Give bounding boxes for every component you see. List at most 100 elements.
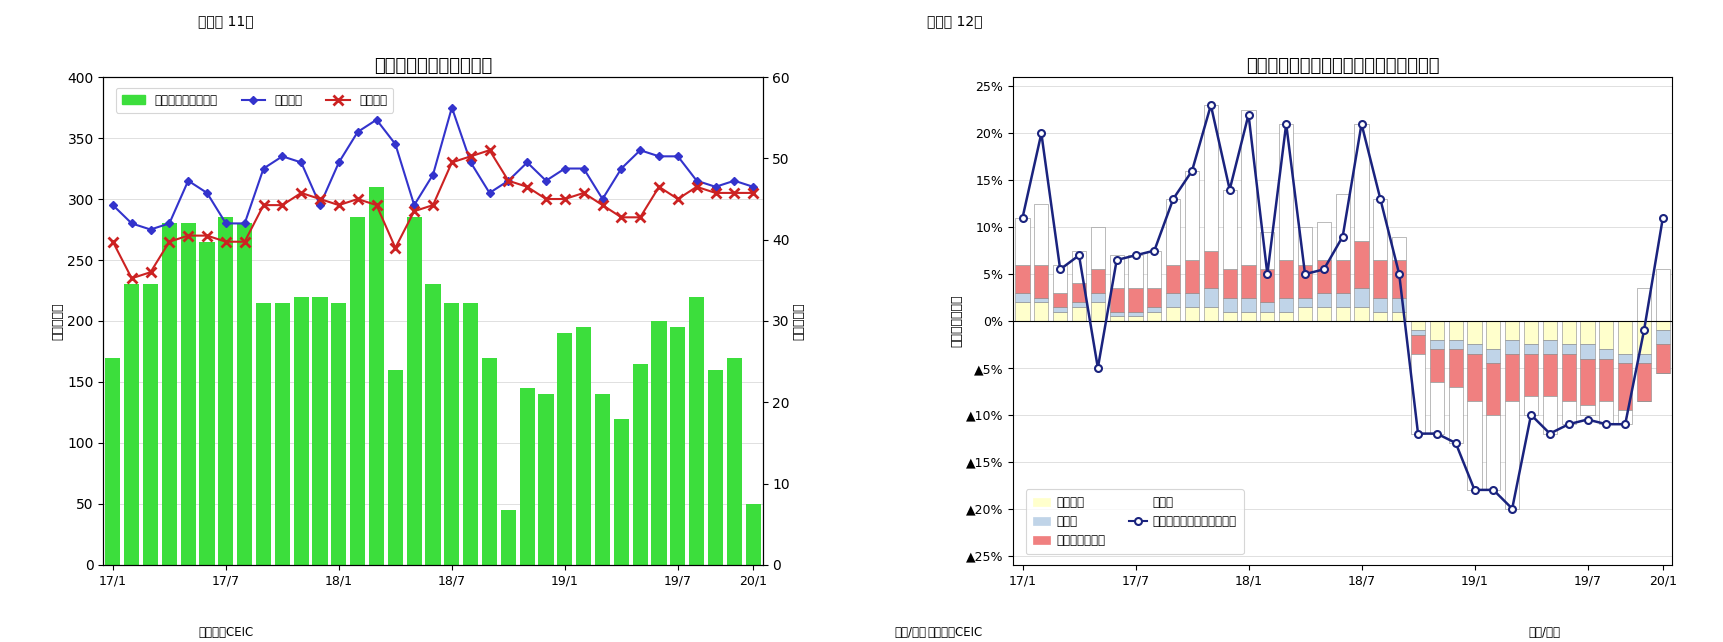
Bar bbox=[482, 358, 496, 565]
Bar bbox=[1580, 406, 1594, 415]
Bar bbox=[1373, 199, 1387, 260]
Bar bbox=[1561, 345, 1575, 354]
Bar bbox=[1485, 321, 1499, 349]
Bar bbox=[1297, 265, 1311, 297]
Bar bbox=[1504, 401, 1518, 508]
Bar bbox=[1542, 321, 1556, 340]
Bar bbox=[1654, 345, 1670, 372]
Bar bbox=[1447, 321, 1461, 340]
Bar bbox=[1165, 199, 1180, 265]
Bar bbox=[463, 303, 477, 565]
Bar bbox=[1409, 321, 1425, 331]
Bar bbox=[1297, 227, 1311, 265]
Bar bbox=[1428, 382, 1444, 433]
Bar bbox=[1184, 307, 1199, 321]
Y-axis label: （前年同期比）: （前年同期比） bbox=[949, 295, 963, 347]
Bar bbox=[1184, 293, 1199, 307]
Bar bbox=[1618, 354, 1632, 363]
Bar bbox=[312, 297, 327, 565]
Bar bbox=[746, 504, 760, 565]
Bar bbox=[1297, 297, 1311, 307]
Bar bbox=[1278, 297, 1292, 311]
Bar bbox=[1599, 349, 1613, 358]
Bar bbox=[1654, 331, 1670, 345]
Bar bbox=[1335, 260, 1349, 293]
Bar bbox=[162, 223, 177, 565]
Bar bbox=[1373, 260, 1387, 297]
Bar bbox=[613, 419, 629, 565]
Bar bbox=[1015, 265, 1029, 293]
Bar bbox=[1447, 386, 1461, 443]
Bar bbox=[1618, 321, 1632, 354]
Bar bbox=[1260, 302, 1273, 311]
Bar bbox=[1561, 354, 1575, 401]
Bar bbox=[1447, 349, 1461, 386]
Text: （資料）CEIC: （資料）CEIC bbox=[198, 625, 253, 639]
Bar bbox=[181, 223, 196, 565]
Bar bbox=[1203, 105, 1216, 250]
Bar bbox=[1129, 317, 1142, 321]
Bar bbox=[1392, 311, 1406, 321]
Bar bbox=[1129, 311, 1142, 317]
Bar bbox=[1466, 401, 1480, 490]
Bar bbox=[1599, 321, 1613, 349]
Bar bbox=[1072, 250, 1085, 284]
Bar bbox=[1222, 270, 1235, 297]
Bar bbox=[1580, 345, 1594, 358]
Bar bbox=[1466, 345, 1480, 354]
Bar bbox=[1034, 204, 1048, 265]
Bar bbox=[426, 284, 441, 565]
Bar bbox=[1409, 354, 1425, 433]
Bar bbox=[1599, 358, 1613, 401]
Bar bbox=[557, 333, 572, 565]
Bar bbox=[1034, 302, 1048, 321]
Bar bbox=[594, 394, 610, 565]
Text: （図表 11）: （図表 11） bbox=[198, 15, 253, 29]
Legend: 電子製品, 医薬品, その他化学製品, その他, 非石油輸出（再輸出除く）: 電子製品, 医薬品, その他化学製品, その他, 非石油輸出（再輸出除く） bbox=[1025, 489, 1242, 554]
Bar bbox=[369, 187, 384, 565]
Bar bbox=[1146, 311, 1161, 321]
Bar bbox=[1618, 363, 1632, 410]
Text: （年/月）: （年/月） bbox=[1527, 625, 1559, 639]
Bar bbox=[1297, 307, 1311, 321]
Bar bbox=[1034, 297, 1048, 302]
Bar bbox=[238, 223, 252, 565]
Bar bbox=[1091, 302, 1104, 321]
Bar bbox=[1260, 270, 1273, 302]
Bar bbox=[501, 510, 515, 565]
Bar bbox=[1241, 297, 1254, 311]
Bar bbox=[1203, 250, 1216, 288]
Bar bbox=[1222, 311, 1235, 321]
Bar bbox=[1278, 260, 1292, 297]
Bar bbox=[143, 284, 159, 565]
Bar bbox=[1523, 345, 1537, 354]
Bar bbox=[1654, 321, 1670, 331]
Bar bbox=[1053, 265, 1067, 293]
Legend: 貿易収支（右目盛）, 総輸出額, 総輸入額: 貿易収支（右目盛）, 総輸出額, 総輸入額 bbox=[115, 88, 393, 112]
Bar bbox=[1523, 354, 1537, 396]
Bar bbox=[1485, 363, 1499, 415]
Bar bbox=[1129, 288, 1142, 311]
Y-axis label: （億ドル）: （億ドル） bbox=[793, 302, 805, 340]
Bar bbox=[1392, 236, 1406, 260]
Bar bbox=[651, 321, 667, 565]
Bar bbox=[1354, 124, 1368, 241]
Bar bbox=[538, 394, 553, 565]
Bar bbox=[1335, 195, 1349, 260]
Bar bbox=[1222, 189, 1235, 270]
Bar bbox=[1428, 349, 1444, 382]
Bar bbox=[1072, 307, 1085, 321]
Bar bbox=[1561, 321, 1575, 345]
Bar bbox=[293, 297, 308, 565]
Bar bbox=[1580, 321, 1594, 345]
Bar bbox=[1165, 307, 1180, 321]
Bar bbox=[219, 217, 233, 565]
Bar bbox=[1072, 284, 1085, 302]
Bar bbox=[1447, 340, 1461, 349]
Bar bbox=[1316, 223, 1330, 260]
Bar bbox=[200, 241, 214, 565]
Bar bbox=[1637, 354, 1651, 363]
Bar bbox=[1428, 340, 1444, 349]
Bar bbox=[1241, 265, 1254, 297]
Bar bbox=[1015, 293, 1029, 302]
